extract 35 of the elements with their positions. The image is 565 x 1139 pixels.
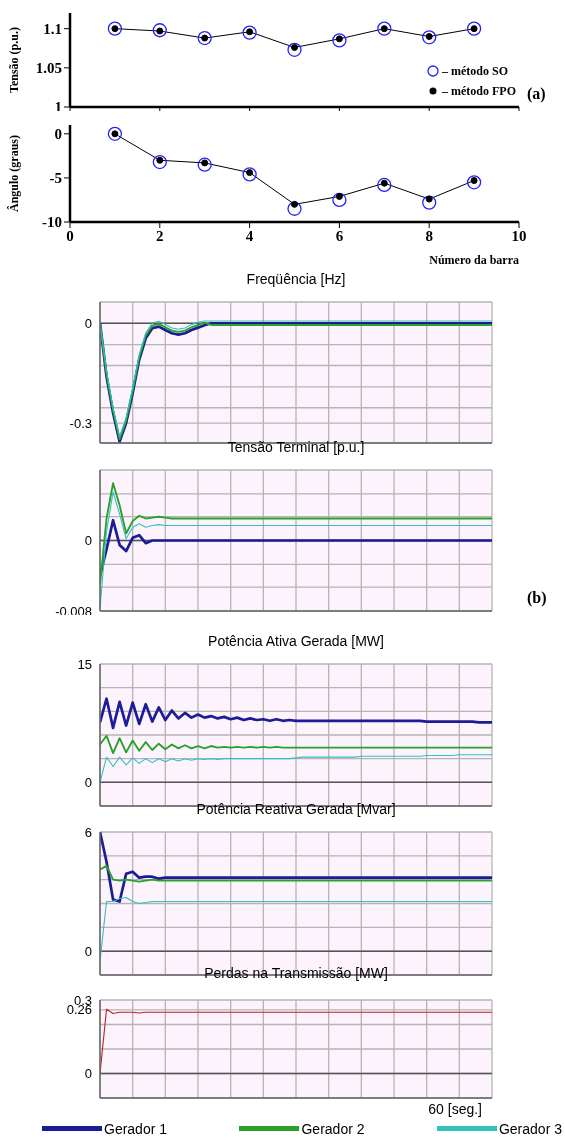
y-tick-label: 1.05 [35,60,62,77]
y-tick-label: 0 [84,943,92,959]
chart-title: Tensão Terminal [p.u.] [226,438,366,457]
legend-label: – método FPO [442,83,516,99]
y-axis-title: Ângulo (graus) [7,134,21,213]
y-tick-label: -0.3 [69,415,92,431]
x-tick-label: 8 [425,227,433,244]
legend-label: – método SO [442,63,508,79]
y-tick-label: 6 [84,824,92,840]
x-axis-title: Número da barra [429,253,519,267]
y-tick-label: -0.008 [55,603,92,619]
y-tick-label: -5 [49,170,62,187]
text: 60 [seg.] [428,1101,482,1117]
chart-title: Potência Reativa Gerada [Mvar] [195,800,397,819]
y-tick-label: 1.1 [43,20,62,37]
y-tick-label: 0 [84,1066,92,1082]
legend-label: Gerador 3 [498,1121,562,1137]
text: (a) [527,85,546,103]
x-tick-label: 10 [511,227,527,244]
chart-title: Perdas na Transmissão [MW] [203,964,389,983]
y-tick-label: 15 [77,656,92,672]
y-tick-label: 0 [84,533,92,549]
y-tick-label: 0 [54,126,62,143]
legend-label: Gerador 2 [301,1121,365,1137]
x-tick-label: 6 [335,227,344,244]
y-tick-label: 0 [84,315,92,331]
y-axis-title: Tensão (p.u.) [7,27,21,93]
legend-label: Gerador 1 [104,1121,168,1137]
chart-title: Freqüência [Hz] [245,270,347,289]
y-tick-label: 0 [84,774,92,790]
x-tick-label: 2 [156,227,164,244]
x-tick-label: 4 [245,227,254,244]
y-tick-label: -10 [42,214,62,231]
text: (b) [527,589,547,607]
chart-title: Potência Ativa Gerada [MW] [207,632,385,651]
